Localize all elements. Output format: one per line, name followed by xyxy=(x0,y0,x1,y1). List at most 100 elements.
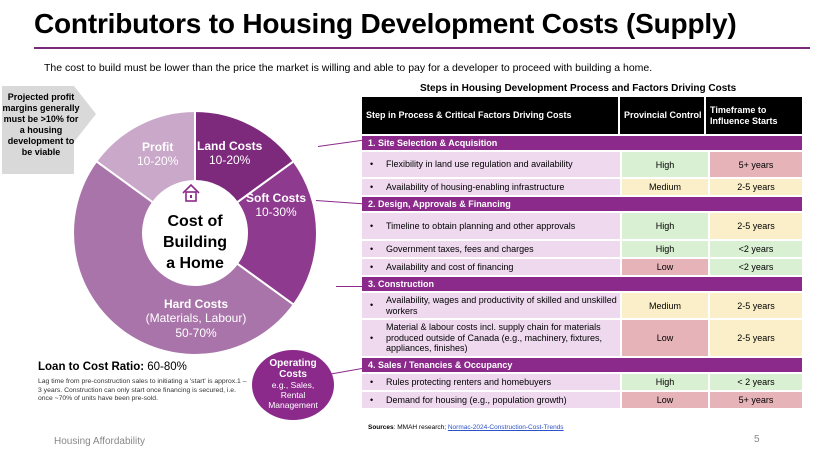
bullet-icon: • xyxy=(370,243,374,254)
factor-cell: • Flexibility in land use regulation and … xyxy=(362,152,620,177)
loan-to-cost-ratio: Loan to Cost Ratio: 60-80% xyxy=(38,361,187,373)
operating-costs-bubble: Operating Costs e.g., Sales, Rental Mana… xyxy=(252,350,334,420)
segment-label-hard-costs: Hard Costs (Materials, Labour) 50-70% xyxy=(136,297,256,341)
table-row: • Availability of housing-enabling infras… xyxy=(362,179,802,195)
subtitle: The cost to build must be lower than the… xyxy=(44,62,653,74)
segment-range: 10-20% xyxy=(208,153,251,167)
factor-text: Rules protecting renters and homebuyers xyxy=(386,376,552,387)
opcosts-title: Operating xyxy=(269,358,317,369)
table-row: • Demand for housing (e.g., population gr… xyxy=(362,392,802,408)
table-row: • Availability, wages and productivity of… xyxy=(362,293,802,318)
opcosts-title: Costs xyxy=(279,369,307,380)
donut-segment-hard-costs xyxy=(72,159,296,355)
header-step: Step in Process & Critical Factors Drivi… xyxy=(362,97,620,134)
segment-label-land-costs: Land Costs 10-20% xyxy=(197,139,262,168)
segment-subtitle: (Materials, Labour) xyxy=(145,311,247,325)
opcosts-sub: Rental xyxy=(280,390,306,400)
provincial-control-cell: Medium xyxy=(622,293,708,318)
segment-range: 10-30% xyxy=(255,205,297,219)
header-timeframe: Timeframe to Influence Starts xyxy=(710,104,778,126)
section-header: 1. Site Selection & Acquisition xyxy=(362,136,802,150)
bullet-icon: • xyxy=(370,332,374,343)
table-row: • Material & labour costs incl. supply ch… xyxy=(362,320,802,356)
factor-cell: • Availability, wages and productivity of… xyxy=(362,293,620,318)
callout-box xyxy=(2,86,74,174)
sources-label: Sources xyxy=(368,424,394,431)
segment-label-profit: Profit 10-20% xyxy=(137,140,178,169)
factor-cell: • Demand for housing (e.g., population gr… xyxy=(362,392,620,408)
factor-text: Demand for housing (e.g., population gro… xyxy=(386,394,567,405)
sources-note: Sources: MMAH research; Normac-2024-Cons… xyxy=(368,424,564,431)
factor-text: Timeline to obtain planning and other ap… xyxy=(386,220,576,231)
factor-text: Availability and cost of financing xyxy=(386,261,514,272)
ltc-value: 60-80% xyxy=(147,361,187,373)
factor-text: Government taxes, fees and charges xyxy=(386,243,534,254)
provincial-control-cell: Low xyxy=(622,320,708,356)
provincial-control-cell: Medium xyxy=(622,179,708,195)
segment-name: Hard Costs xyxy=(163,297,228,311)
bullet-icon: • xyxy=(370,376,374,387)
factor-text: Material & labour costs incl. supply cha… xyxy=(386,322,602,354)
section-header: 3. Construction xyxy=(362,277,802,291)
segment-range: 50-70% xyxy=(175,326,217,340)
timeframe-cell: <2 years xyxy=(710,241,802,257)
page-number: 5 xyxy=(754,434,760,445)
ltc-label: Loan to Cost Ratio: xyxy=(38,361,145,373)
segment-name: Land Costs xyxy=(197,139,263,153)
timeframe-cell: <2 years xyxy=(710,259,802,275)
timeframe-cell: 2-5 years xyxy=(710,179,802,195)
table-row: • Flexibility in land use regulation and … xyxy=(362,152,802,177)
table-row: • Timeline to obtain planning and other a… xyxy=(362,213,802,239)
callout-pointer xyxy=(74,86,96,142)
lag-note: Lag time from pre-construction sales to … xyxy=(38,378,247,403)
center-line: Cost of xyxy=(167,213,223,230)
factor-text: Availability of housing-enabling infrast… xyxy=(386,181,565,192)
donut-segment-soft-costs xyxy=(235,159,318,307)
page-title: Contributors to Housing Development Cost… xyxy=(34,8,737,39)
timeframe-cell: 2-5 years xyxy=(710,293,802,318)
provincial-control-cell: High xyxy=(622,241,708,257)
timeframe-cell: < 2 years xyxy=(710,374,802,390)
factor-cell: • Material & labour costs incl. supply ch… xyxy=(362,320,620,356)
bullet-icon: • xyxy=(370,181,374,192)
center-line: a Home xyxy=(166,255,224,272)
section-header: 4. Sales / Tenancies & Occupancy xyxy=(362,358,802,372)
sources-text: : MMAH research; xyxy=(393,424,448,431)
segment-name: Soft Costs xyxy=(246,191,306,205)
provincial-control-cell: High xyxy=(622,374,708,390)
timeframe-cell: 2-5 years xyxy=(710,213,802,239)
center-line: Building xyxy=(163,234,227,251)
cost-donut-chart xyxy=(72,109,318,355)
table-row: • Rules protecting renters and homebuyers… xyxy=(362,374,802,390)
opcosts-sub: e.g., Sales, xyxy=(271,380,315,390)
provincial-control-cell: Low xyxy=(622,392,708,408)
factor-cell: • Government taxes, fees and charges xyxy=(362,241,620,257)
factor-cell: • Rules protecting renters and homebuyers xyxy=(362,374,620,390)
bullet-icon: • xyxy=(370,300,374,311)
provincial-control-cell: High xyxy=(622,213,708,239)
table-row: • Government taxes, fees and charges High <… xyxy=(362,241,802,257)
title-divider xyxy=(34,47,810,49)
timeframe-cell: 2-5 years xyxy=(710,320,802,356)
provincial-control-cell: High xyxy=(622,152,708,177)
segment-name: Profit xyxy=(142,140,174,154)
factor-text: Flexibility in land use regulation and a… xyxy=(386,159,573,170)
factor-cell: • Availability of housing-enabling infras… xyxy=(362,179,620,195)
factor-cell: • Timeline to obtain planning and other a… xyxy=(362,213,620,239)
cost-factors-table: Step in Process & Critical Factors Drivi… xyxy=(362,97,802,408)
segment-label-soft-costs: Soft Costs 10-30% xyxy=(246,191,306,220)
donut-center-text: Cost of Building a Home xyxy=(143,211,247,274)
factor-text: Availability, wages and productivity of … xyxy=(386,295,617,316)
table-row: • Availability and cost of financing Low <2… xyxy=(362,259,802,275)
bullet-icon: • xyxy=(370,159,374,170)
house-icon xyxy=(182,183,200,202)
section-header: 2. Design, Approvals & Financing xyxy=(362,197,802,211)
sources-link[interactable]: Normac-2024-Construction-Cost-Trends xyxy=(447,424,564,431)
table-body: 1. Site Selection & Acquisition • Flexibil… xyxy=(362,136,802,408)
provincial-control-cell: Low xyxy=(622,259,708,275)
factor-cell: • Availability and cost of financing xyxy=(362,259,620,275)
header-provincial-control: Provincial Control xyxy=(620,97,706,134)
table-header-row: Step in Process & Critical Factors Drivi… xyxy=(362,97,802,134)
bullet-icon: • xyxy=(370,220,374,231)
bullet-icon: • xyxy=(370,261,374,272)
